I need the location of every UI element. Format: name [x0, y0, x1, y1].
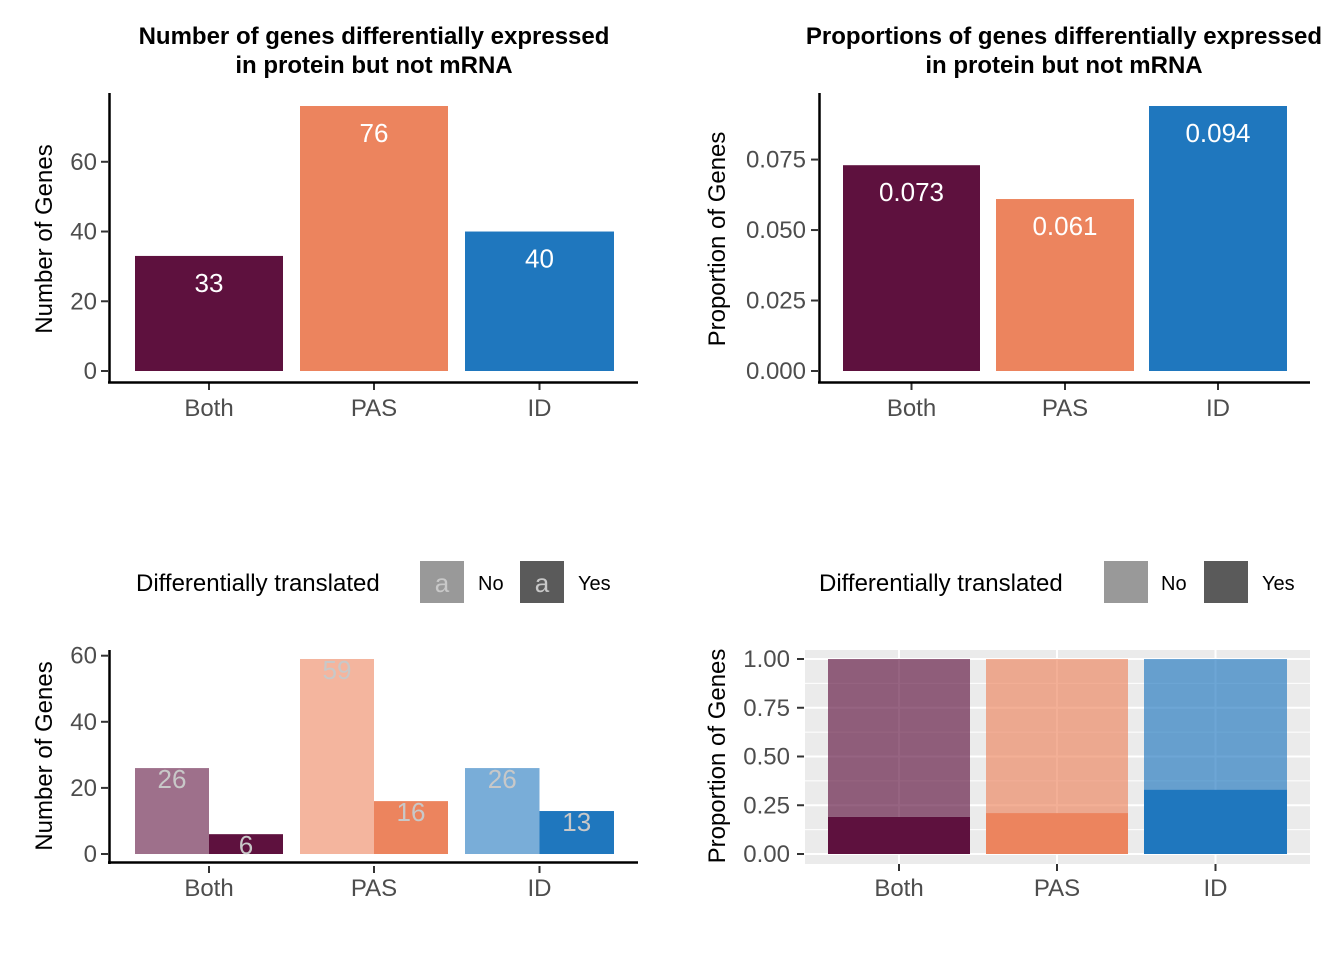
- y-axis-label: Proportion of Genes: [704, 649, 731, 864]
- x-tick-label-both: Both: [887, 395, 936, 422]
- data-label-both-yes: 6: [239, 830, 253, 860]
- bar-id: [465, 231, 614, 371]
- y-tick-label: 20: [70, 288, 97, 315]
- data-label-pas: 76: [360, 118, 389, 148]
- y-axis-label: Proportion of Genes: [704, 132, 731, 347]
- chart-title-line-2: in protein but not mRNA: [235, 52, 512, 79]
- y-tick-label: 0.00: [743, 841, 790, 868]
- y-tick-label: 60: [70, 149, 97, 176]
- bar-pas-no: [300, 659, 374, 854]
- legend-key-yes: [1204, 561, 1248, 603]
- y-axis-label: Number of Genes: [31, 661, 58, 850]
- y-tick-label: 0.50: [743, 744, 790, 771]
- legend-title: Differentially translated: [819, 570, 1063, 597]
- y-tick-label: 0.050: [746, 217, 806, 244]
- y-tick-label: 0.75: [743, 695, 790, 722]
- bar-id-yes: [1144, 789, 1287, 854]
- legend: Differentially translated No Yes: [819, 561, 1295, 603]
- x-tick-label-pas: PAS: [351, 875, 397, 902]
- y-tick-label: 60: [70, 643, 97, 670]
- x-tick-label-id: ID: [528, 875, 552, 902]
- x-tick-label-id: ID: [1204, 875, 1228, 902]
- y-tick-label: 0: [84, 841, 97, 868]
- data-label-id-no: 26: [488, 764, 517, 794]
- legend-label-yes: Yes: [1262, 573, 1295, 595]
- proportions-by-translation-chart: Differentially translated No Yes Proport…: [704, 561, 1310, 902]
- data-label-id-yes: 13: [562, 807, 591, 837]
- data-label-pas-no: 59: [323, 655, 352, 685]
- x-tick-label-pas: PAS: [1042, 395, 1088, 422]
- bar-both-no: [828, 659, 970, 817]
- y-tick-label: 0: [84, 358, 97, 385]
- legend-label-yes: Yes: [578, 573, 611, 595]
- bar-id-yes: [539, 811, 614, 854]
- bar-both-no: [135, 768, 209, 854]
- bar-both: [135, 255, 283, 371]
- bar-id: [1149, 106, 1287, 371]
- x-tick-label-both: Both: [874, 875, 923, 902]
- chart-title-line-1: Proportions of genes differentially expr…: [806, 23, 1322, 50]
- x-tick-label-both: Both: [184, 875, 233, 902]
- x-tick-label-id: ID: [528, 395, 552, 422]
- legend-label-no: No: [1161, 573, 1187, 595]
- counts-by-translation-chart: Differentially translated a No a Yes Num…: [31, 561, 638, 902]
- legend-key-yes-glyph: a: [535, 568, 550, 598]
- bar-both-yes: [828, 816, 970, 854]
- data-label-id: 40: [525, 244, 554, 274]
- legend: Differentially translated a No a Yes: [136, 561, 611, 603]
- legend-key-no: [1104, 561, 1148, 603]
- data-label-pas: 0.061: [1032, 211, 1097, 241]
- data-label-id: 0.094: [1185, 118, 1250, 148]
- x-tick-label-pas: PAS: [351, 395, 397, 422]
- chart-title-line-1: Number of genes differentially expressed: [139, 23, 610, 50]
- y-tick-label: 40: [70, 709, 97, 736]
- bar-pas-yes: [374, 801, 448, 854]
- y-tick-label: 1.00: [743, 646, 790, 673]
- data-label-pas-yes: 16: [397, 797, 426, 827]
- y-tick-label: 0.075: [746, 147, 806, 174]
- bar-pas-no: [986, 659, 1128, 814]
- bar-id-no: [465, 768, 540, 854]
- data-label-both: 33: [195, 268, 224, 298]
- bar-both: [843, 165, 980, 371]
- legend-key-no-glyph: a: [435, 568, 450, 598]
- legend-key-no: [420, 561, 464, 603]
- x-tick-label-id: ID: [1206, 395, 1230, 422]
- x-tick-label-both: Both: [184, 395, 233, 422]
- y-tick-label: 0.025: [746, 288, 806, 315]
- chart-title-line-2: in protein but not mRNA: [925, 52, 1202, 79]
- y-tick-label: 20: [70, 775, 97, 802]
- data-label-both-no: 26: [158, 764, 187, 794]
- y-tick-label: 40: [70, 219, 97, 246]
- y-tick-label: 0.000: [746, 358, 806, 385]
- bar-pas: [996, 199, 1134, 371]
- legend-label-no: No: [478, 573, 504, 595]
- y-axis-label: Number of Genes: [31, 144, 58, 333]
- legend-title: Differentially translated: [136, 570, 380, 597]
- x-tick-label-pas: PAS: [1034, 875, 1080, 902]
- bar-pas: [300, 106, 448, 371]
- bar-pas-yes: [986, 813, 1128, 854]
- legend-key-yes: [520, 561, 564, 603]
- bar-both-yes: [209, 834, 283, 854]
- data-label-both: 0.073: [879, 177, 944, 207]
- bar-id-no: [1144, 659, 1287, 790]
- proportions-chart: Proportions of genes differentially expr…: [704, 23, 1322, 422]
- counts-chart: Number of genes differentially expressed…: [31, 23, 638, 422]
- y-tick-label: 0.25: [743, 792, 790, 819]
